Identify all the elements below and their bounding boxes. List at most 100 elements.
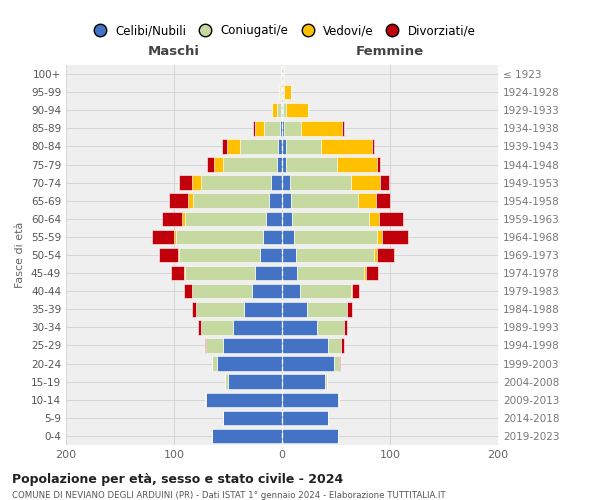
Bar xyxy=(206,338,223,352)
Bar xyxy=(280,85,281,100)
Bar xyxy=(338,392,339,407)
Legend: Celibi/Nubili, Coniugati/e, Vedovi/e, Divorziati/e: Celibi/Nubili, Coniugati/e, Vedovi/e, Di… xyxy=(83,20,481,42)
Text: COMUNE DI NEVIANO DEGLI ARDUINI (PR) - Dati ISTAT 1° gennaio 2024 - Elaborazione: COMUNE DI NEVIANO DEGLI ARDUINI (PR) - D… xyxy=(12,491,446,500)
Bar xyxy=(282,158,286,172)
Text: Popolazione per età, sesso e stato civile - 2024: Popolazione per età, sesso e stato civil… xyxy=(12,472,343,486)
Bar xyxy=(260,248,282,262)
Bar xyxy=(352,284,359,298)
Bar xyxy=(205,392,206,407)
Bar xyxy=(282,139,286,154)
Bar xyxy=(282,266,297,280)
Bar xyxy=(290,176,351,190)
Bar xyxy=(271,176,282,190)
Bar xyxy=(277,103,281,118)
Bar xyxy=(205,338,206,352)
Bar xyxy=(280,121,282,136)
Bar xyxy=(382,230,409,244)
Bar xyxy=(344,320,347,334)
Bar xyxy=(281,103,282,118)
Bar xyxy=(206,392,282,407)
Bar xyxy=(366,266,378,280)
Bar xyxy=(282,284,301,298)
Bar xyxy=(282,194,290,208)
Text: Maschi: Maschi xyxy=(148,45,200,58)
Bar xyxy=(255,266,282,280)
Bar xyxy=(266,212,282,226)
Bar xyxy=(284,85,290,100)
Bar xyxy=(301,121,343,136)
Bar xyxy=(217,356,282,371)
Bar xyxy=(286,158,337,172)
Bar xyxy=(282,320,317,334)
Bar xyxy=(225,374,228,389)
Bar xyxy=(282,176,290,190)
Bar xyxy=(297,266,364,280)
Bar xyxy=(228,374,282,389)
Bar xyxy=(351,176,380,190)
Bar xyxy=(339,356,340,371)
Bar xyxy=(198,320,201,334)
Bar xyxy=(208,158,214,172)
Bar xyxy=(379,212,403,226)
Bar xyxy=(376,194,390,208)
Bar xyxy=(212,428,282,443)
Bar xyxy=(371,139,374,154)
Bar xyxy=(283,67,284,82)
Bar xyxy=(282,392,338,407)
Bar xyxy=(377,248,394,262)
Bar xyxy=(282,103,283,118)
Bar xyxy=(193,302,196,316)
Bar xyxy=(347,302,352,316)
Bar xyxy=(282,338,328,352)
Bar xyxy=(201,320,233,334)
Bar xyxy=(284,121,301,136)
Y-axis label: Fasce di età: Fasce di età xyxy=(16,222,25,288)
Bar xyxy=(263,230,282,244)
Bar xyxy=(301,284,351,298)
Bar xyxy=(328,338,341,352)
Bar xyxy=(214,158,223,172)
Bar xyxy=(282,121,284,136)
Bar xyxy=(159,248,178,262)
Bar xyxy=(283,103,286,118)
Bar xyxy=(244,302,282,316)
Bar xyxy=(282,212,292,226)
Bar xyxy=(196,302,244,316)
Bar xyxy=(282,230,294,244)
Bar xyxy=(282,356,334,371)
Bar xyxy=(193,284,252,298)
Bar xyxy=(193,176,201,190)
Bar xyxy=(212,356,217,371)
Bar xyxy=(178,248,179,262)
Bar xyxy=(223,410,282,425)
Bar xyxy=(169,194,188,208)
Bar xyxy=(184,284,193,298)
Bar xyxy=(252,284,282,298)
Bar xyxy=(277,158,282,172)
Bar xyxy=(185,212,266,226)
Bar xyxy=(179,176,193,190)
Bar xyxy=(282,85,283,100)
Bar xyxy=(221,139,227,154)
Bar xyxy=(292,212,370,226)
Bar xyxy=(283,85,284,100)
Bar xyxy=(341,338,344,352)
Bar xyxy=(162,212,182,226)
Bar xyxy=(351,284,352,298)
Bar xyxy=(171,266,184,280)
Bar xyxy=(325,374,328,389)
Bar xyxy=(279,85,280,100)
Bar xyxy=(182,212,185,226)
Bar xyxy=(281,85,282,100)
Bar xyxy=(358,194,376,208)
Bar xyxy=(188,194,193,208)
Bar xyxy=(269,194,282,208)
Bar xyxy=(296,248,374,262)
Bar xyxy=(380,176,389,190)
Bar xyxy=(227,139,240,154)
Bar xyxy=(278,139,282,154)
Bar xyxy=(253,121,255,136)
Bar xyxy=(193,194,269,208)
Bar xyxy=(263,121,280,136)
Bar xyxy=(179,248,260,262)
